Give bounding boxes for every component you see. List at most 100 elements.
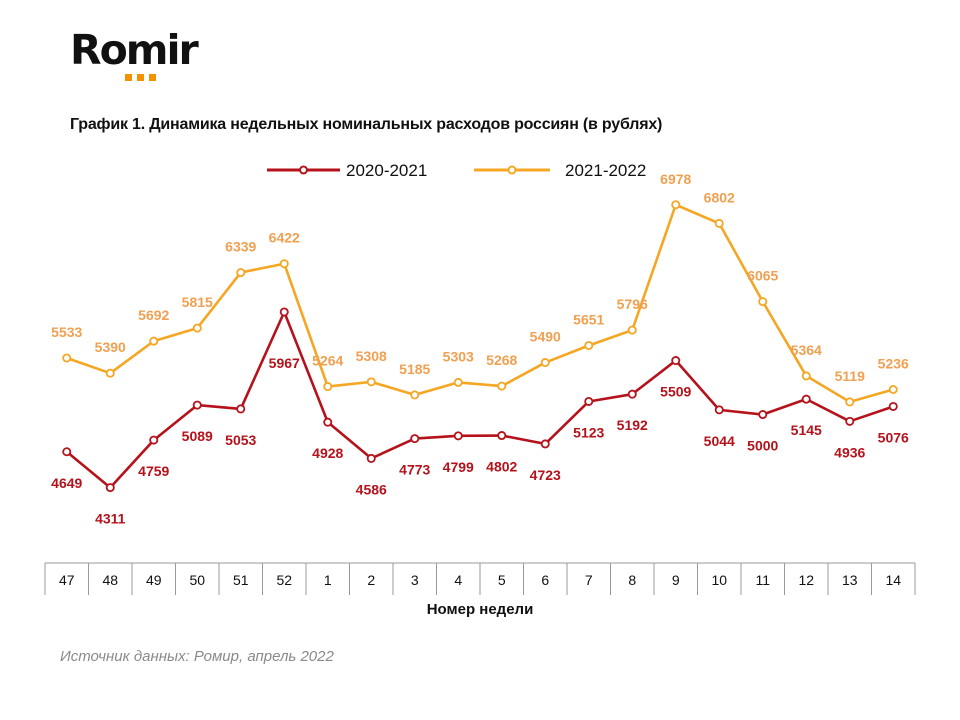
logo-text: Romir xyxy=(70,26,199,74)
data-point xyxy=(366,377,376,387)
data-point xyxy=(192,400,202,410)
data-point xyxy=(453,431,463,441)
data-label: 4928 xyxy=(312,445,343,461)
x-tick-label: 48 xyxy=(102,572,118,588)
x-tick-label: 51 xyxy=(233,572,249,588)
data-label: 4311 xyxy=(95,511,126,527)
x-tick-label: 4 xyxy=(454,572,462,588)
data-label: 5185 xyxy=(399,361,430,377)
data-label: 5815 xyxy=(182,294,213,310)
data-label: 4586 xyxy=(356,481,387,497)
data-label: 5308 xyxy=(356,348,387,364)
data-point xyxy=(627,325,637,335)
data-label: 4723 xyxy=(530,467,561,483)
data-point xyxy=(62,447,72,457)
data-point xyxy=(105,483,115,493)
data-point xyxy=(540,439,550,449)
data-label: 4936 xyxy=(834,444,865,460)
data-label: 5509 xyxy=(660,384,691,400)
series-line-2020-2021 xyxy=(65,310,894,489)
data-point xyxy=(236,404,246,414)
data-label: 5192 xyxy=(617,417,648,433)
data-label: 5123 xyxy=(573,424,604,440)
data-label: 5000 xyxy=(747,438,778,454)
x-tick-label: 50 xyxy=(189,572,205,588)
data-label: 5044 xyxy=(704,433,735,449)
logo-dots xyxy=(125,74,156,81)
data-point xyxy=(758,410,768,420)
x-tick-label: 8 xyxy=(628,572,636,588)
legend-marker-2 xyxy=(507,165,517,175)
data-point xyxy=(888,401,898,411)
data-label: 5264 xyxy=(312,353,343,369)
x-tick-label: 5 xyxy=(498,572,506,588)
data-point xyxy=(497,431,507,441)
data-point xyxy=(888,384,898,394)
data-label: 5490 xyxy=(530,329,561,345)
x-tick-label: 6 xyxy=(541,572,549,588)
data-point xyxy=(279,259,289,269)
legend-label-1: 2020-2021 xyxy=(346,161,427,180)
data-point xyxy=(845,416,855,426)
data-label: 6802 xyxy=(704,189,735,205)
x-tick-label: 7 xyxy=(585,572,593,588)
data-label: 4802 xyxy=(486,459,517,475)
x-tick-label: 52 xyxy=(276,572,292,588)
source-note: Источник данных: Ромир, апрель 2022 xyxy=(60,648,334,665)
data-label: 5119 xyxy=(835,368,866,384)
data-label: 5692 xyxy=(138,307,169,323)
data-label: 5390 xyxy=(95,339,126,355)
x-tick-label: 3 xyxy=(411,572,419,588)
x-tick-label: 10 xyxy=(711,572,727,588)
data-point xyxy=(105,368,115,378)
data-point xyxy=(714,405,724,415)
x-axis-title: Номер недели xyxy=(426,601,534,618)
data-label: 5268 xyxy=(486,352,517,368)
data-label: 6065 xyxy=(747,268,778,284)
data-point xyxy=(192,323,202,333)
data-point xyxy=(236,268,246,278)
data-label: 5967 xyxy=(269,355,300,371)
data-label: 5364 xyxy=(791,342,822,358)
data-label: 5533 xyxy=(51,324,82,340)
data-label: 4773 xyxy=(399,462,430,478)
series-line-2021-2022 xyxy=(66,203,894,404)
data-label: 4649 xyxy=(51,475,82,491)
data-label: 5303 xyxy=(443,348,474,364)
data-point xyxy=(714,218,724,228)
data-point xyxy=(323,417,333,427)
line-chart: 47 48 49 50 51 52 1 2 3 4 5 6 7 8 9 10 11 12 13 142020-2021… xyxy=(44,161,916,595)
data-label: 6339 xyxy=(225,239,256,255)
data-point xyxy=(453,377,463,387)
chart-title: График 1. Динамика недельных номинальных… xyxy=(70,116,663,133)
data-point xyxy=(366,453,376,463)
data-point xyxy=(671,356,681,366)
data-point xyxy=(627,389,637,399)
data-label: 6422 xyxy=(269,230,300,246)
data-label: 4759 xyxy=(138,463,169,479)
x-tick-label: 49 xyxy=(146,572,162,588)
data-label: 5145 xyxy=(791,422,822,438)
data-point xyxy=(801,371,811,381)
x-tick-label: 47 xyxy=(59,572,75,588)
x-tick-label: 11 xyxy=(755,572,770,588)
data-point xyxy=(671,200,681,210)
data-point xyxy=(801,394,811,404)
data-point xyxy=(62,353,72,363)
data-label: 4799 xyxy=(443,459,474,475)
legend-marker-1 xyxy=(299,165,308,175)
x-tick-label: 2 xyxy=(367,572,375,588)
x-tick-label: 14 xyxy=(885,572,901,588)
data-label: 5089 xyxy=(182,428,213,444)
data-point xyxy=(540,358,550,368)
data-point xyxy=(410,390,420,400)
x-tick-label: 9 xyxy=(672,572,680,588)
data-point xyxy=(845,397,855,407)
data-point xyxy=(279,307,289,317)
data-point xyxy=(149,336,159,346)
data-label: 5076 xyxy=(878,429,909,445)
x-tick-label: 1 xyxy=(324,572,332,588)
data-point xyxy=(410,434,420,444)
data-label: 5236 xyxy=(878,355,909,371)
data-point xyxy=(323,382,333,392)
